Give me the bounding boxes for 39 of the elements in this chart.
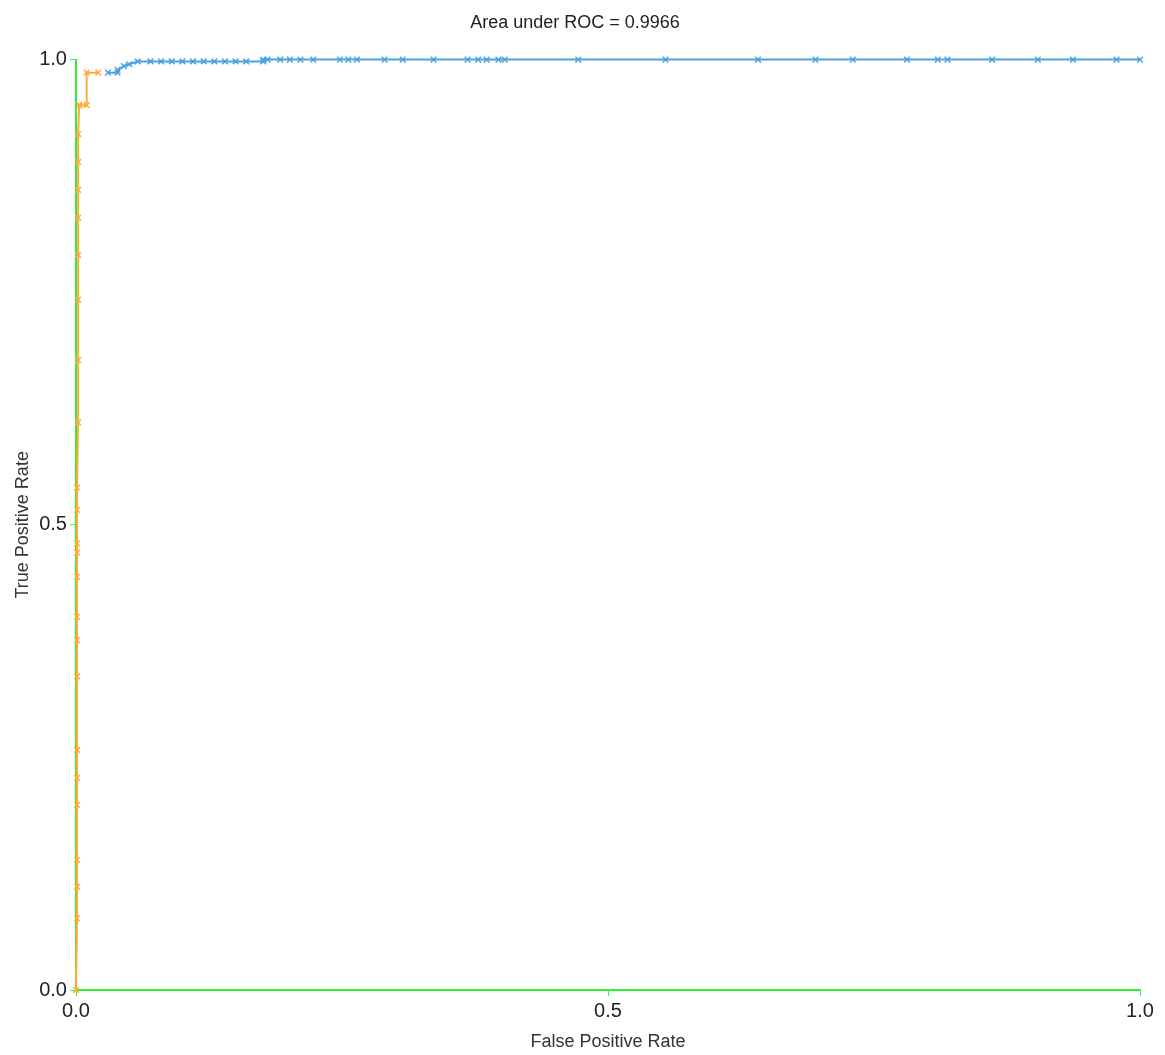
point: [903, 56, 911, 64]
point: [463, 56, 472, 64]
point: [344, 56, 352, 64]
point: [74, 356, 82, 364]
point: [72, 986, 80, 994]
point: [943, 56, 951, 64]
point: [74, 186, 82, 194]
point: [73, 746, 81, 754]
x-axis-title: False Positive Rate: [530, 1031, 686, 1052]
point: [73, 484, 81, 492]
x-tick-label: 1.0: [1126, 998, 1154, 1021]
y-axis-title: True Positive Rate: [11, 451, 32, 599]
point: [661, 56, 670, 64]
point: [1113, 56, 1121, 64]
point: [73, 573, 81, 581]
point: [120, 62, 128, 70]
y-tick-label: 0.0: [39, 977, 67, 1000]
y-tick-label: 1.0: [39, 47, 67, 70]
point: [1069, 56, 1077, 64]
x-tick-label: 0.5: [594, 998, 622, 1021]
y-tick-label: 0.5: [39, 512, 67, 535]
point: [146, 57, 155, 66]
point: [754, 56, 762, 64]
point: [399, 56, 407, 64]
point: [125, 60, 133, 68]
x-tick-label: 0.0: [62, 998, 90, 1021]
point: [494, 56, 502, 64]
point: [380, 56, 389, 64]
point: [232, 57, 240, 66]
chart-title: Area under ROC = 0.9966: [470, 11, 680, 32]
point: [221, 57, 229, 66]
point: [189, 57, 197, 66]
point: [178, 57, 186, 66]
point: [1136, 56, 1144, 64]
point: [73, 613, 81, 621]
point: [73, 672, 81, 681]
point: [73, 506, 81, 514]
point: [94, 69, 102, 77]
point: [83, 69, 91, 77]
